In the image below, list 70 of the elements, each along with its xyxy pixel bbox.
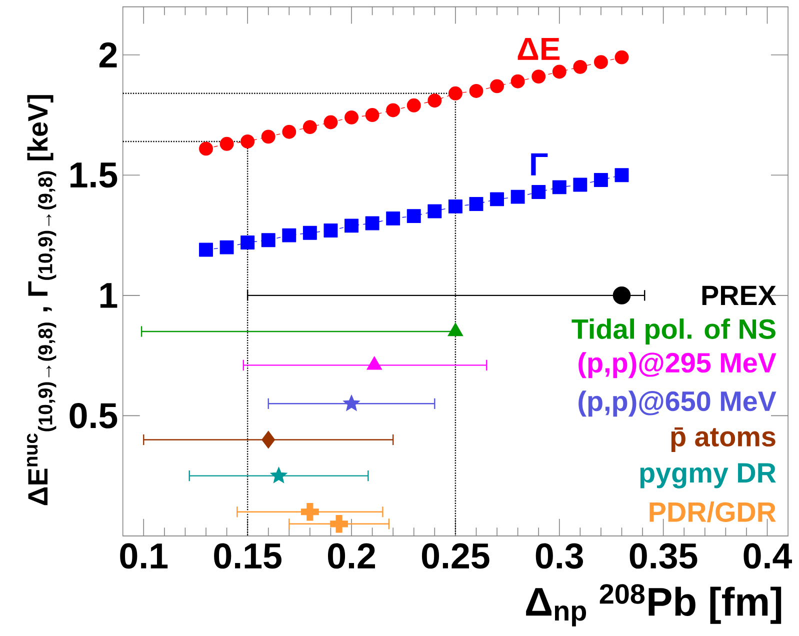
- point: [510, 74, 525, 88]
- y-axis-title: ΔE$^{nuc}$$_{(10,9)→(9,8)}$ , Γ$_{(10,9)→(9,8)}$ [keV]: [26, 95, 56, 506]
- series-label: ΔE: [518, 38, 560, 60]
- point: [301, 502, 319, 521]
- point: [386, 103, 400, 118]
- point: [343, 394, 360, 411]
- text: pygmy DR: [640, 463, 776, 488]
- text: p̄ atoms: [671, 427, 776, 452]
- point: [199, 242, 213, 257]
- point: [532, 184, 546, 199]
- y-tick-label: 0.5: [70, 402, 118, 428]
- point: [330, 514, 348, 533]
- point: [573, 178, 588, 192]
- x-tick-label: 0.25: [422, 543, 490, 569]
- point: [324, 115, 338, 130]
- x-tick-label: 0.4: [744, 543, 792, 569]
- point: [262, 430, 276, 449]
- point: [490, 79, 504, 94]
- point: [552, 180, 566, 194]
- point: [532, 70, 546, 84]
- point: [261, 233, 276, 248]
- point: [220, 136, 234, 151]
- x-tick-label: 0.35: [630, 543, 698, 569]
- point: [594, 55, 608, 70]
- x-axis-title: Δ$_{np}$ $^{208}$Pb [fm]: [526, 584, 782, 626]
- x-tick-label: 0.1: [120, 543, 168, 569]
- point: [573, 60, 588, 74]
- text: PDR/GDR: [650, 501, 776, 522]
- point: [406, 209, 421, 223]
- x-tick-label: 0.15: [214, 543, 282, 569]
- point: [282, 228, 296, 242]
- point: [490, 192, 504, 206]
- point: [270, 466, 288, 484]
- point: [406, 98, 421, 112]
- point: [612, 286, 631, 304]
- series-label: Γ: [531, 153, 548, 176]
- y-tick-label: 1.5: [70, 162, 118, 188]
- point: [448, 199, 462, 214]
- point: [386, 211, 400, 226]
- point: [428, 94, 442, 108]
- text: (p,p)@295 MeV: [578, 352, 776, 378]
- x-tick-label: 0.3: [536, 543, 584, 569]
- point: [240, 235, 255, 250]
- point: [282, 124, 296, 139]
- x-tick-label: 0.2: [328, 543, 376, 569]
- y-tick-label: 1: [100, 283, 118, 308]
- point: [199, 142, 213, 156]
- point: [220, 240, 234, 254]
- point: [552, 64, 566, 79]
- text: PREX: [702, 286, 776, 305]
- point: [469, 84, 484, 98]
- point: [448, 86, 462, 100]
- point: [594, 172, 608, 187]
- point: [510, 190, 525, 204]
- point: [365, 108, 380, 122]
- point: [469, 197, 484, 211]
- point: [614, 50, 629, 64]
- text: (p,p)@650 MeV: [578, 390, 776, 417]
- point: [261, 130, 276, 144]
- point: [344, 110, 358, 124]
- point: [240, 134, 255, 148]
- point: [614, 168, 629, 182]
- point: [365, 216, 380, 230]
- text: Tidal pol. of NS: [572, 318, 776, 344]
- point: [428, 204, 442, 218]
- point: [344, 218, 358, 233]
- point: [302, 226, 317, 240]
- point: [324, 223, 338, 238]
- y-tick-label: 2: [99, 42, 117, 68]
- point: [302, 120, 317, 134]
